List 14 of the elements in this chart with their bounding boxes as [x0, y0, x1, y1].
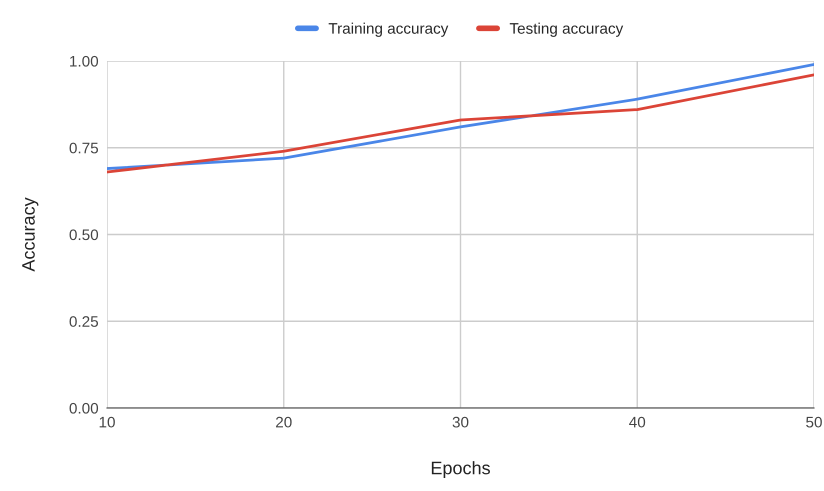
x-tick-label: 20 — [276, 416, 292, 428]
x-axis-title: Epochs — [432, 461, 490, 478]
y-tick-label: 0.50 — [70, 229, 98, 240]
y-tick-label: 0.75 — [70, 142, 98, 154]
y-tick-label: 0.25 — [70, 316, 98, 327]
y-axis-title: Accuracy — [22, 197, 38, 272]
x-tick-label: 30 — [452, 416, 468, 428]
x-tick-label: 10 — [100, 416, 115, 428]
x-tick-label: 40 — [629, 416, 646, 428]
y-tick-label: 0.00 — [70, 402, 98, 414]
x-tick-label: 50 — [806, 416, 822, 428]
legend-label: Training accuracy — [328, 22, 448, 37]
legend-label: Testing accuracy — [510, 22, 624, 37]
y-tick-label: 1.00 — [70, 56, 98, 67]
